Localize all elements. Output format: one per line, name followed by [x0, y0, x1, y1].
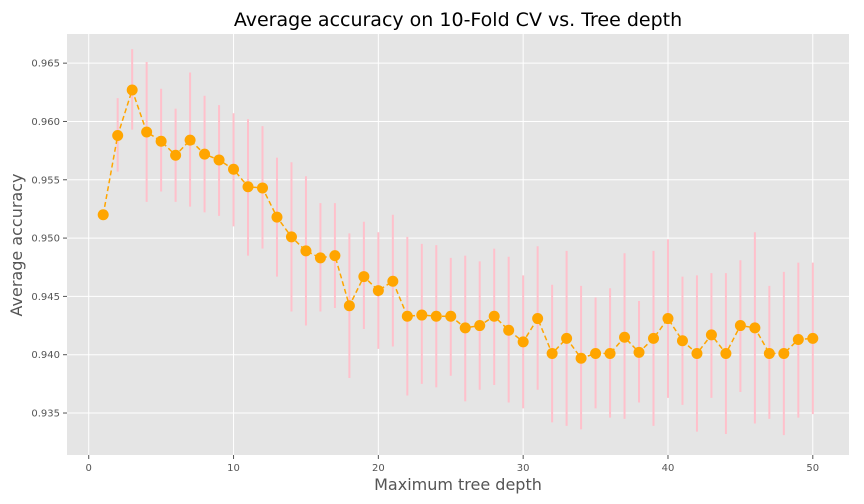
data-point [561, 332, 573, 344]
data-point [314, 252, 326, 264]
x-tick-label: 20 [372, 463, 385, 474]
data-point [503, 324, 515, 336]
data-point [662, 313, 674, 325]
y-axis-ticks: 0.935 0.940 0.945 0.950 0.955 0.960 0.965 [31, 59, 67, 420]
data-point [416, 309, 428, 321]
data-point [141, 126, 153, 138]
data-point [691, 348, 703, 360]
y-tick-label: 0.945 [31, 292, 60, 303]
x-tick-label: 50 [806, 463, 819, 474]
x-tick-label: 0 [86, 463, 92, 474]
y-tick-label: 0.955 [31, 175, 60, 186]
data-point [720, 348, 732, 360]
data-point [445, 310, 457, 322]
x-tick-label: 30 [517, 463, 530, 474]
data-point [285, 231, 297, 243]
data-point [532, 313, 544, 325]
data-point [792, 334, 804, 346]
data-point [257, 182, 268, 194]
y-tick-label: 0.935 [31, 409, 60, 420]
data-point [749, 322, 761, 334]
y-axis-label: Average accuracy [7, 174, 26, 317]
data-point [575, 352, 587, 364]
y-tick-label: 0.940 [31, 350, 60, 361]
data-point [112, 129, 124, 141]
data-point [300, 245, 312, 257]
data-point [633, 346, 645, 358]
data-point [372, 285, 384, 297]
data-point [763, 348, 775, 360]
y-tick-label: 0.965 [31, 59, 60, 70]
data-point [517, 336, 529, 348]
data-point [329, 250, 341, 262]
plot-area [67, 34, 849, 455]
data-point [648, 332, 659, 344]
data-point [401, 310, 413, 322]
data-point [271, 211, 283, 223]
data-point [604, 348, 616, 360]
data-point [488, 310, 500, 322]
y-tick-label: 0.960 [31, 117, 60, 128]
data-point [619, 331, 631, 343]
data-point [807, 332, 819, 344]
chart-title: Average accuracy on 10-Fold CV vs. Tree … [234, 9, 682, 31]
data-point [184, 134, 196, 146]
data-point [705, 329, 717, 341]
data-point [676, 335, 688, 347]
data-point [97, 209, 109, 221]
data-point [199, 148, 211, 160]
data-markers [97, 84, 819, 364]
data-point [213, 154, 225, 166]
data-point [430, 310, 442, 322]
x-axis-label: Maximum tree depth [374, 475, 542, 494]
data-point [387, 275, 399, 287]
data-point [343, 300, 355, 312]
data-point [459, 322, 471, 334]
data-point [126, 84, 138, 96]
data-point [358, 271, 370, 283]
data-point [228, 163, 240, 175]
x-axis-ticks: 0 10 20 30 40 50 [86, 455, 819, 474]
x-tick-label: 10 [227, 463, 240, 474]
data-point [546, 348, 558, 360]
data-point [242, 181, 254, 193]
data-point [590, 348, 602, 360]
y-tick-label: 0.950 [31, 234, 60, 245]
data-point [155, 135, 167, 147]
x-tick-label: 40 [662, 463, 675, 474]
data-point [170, 149, 182, 161]
data-point [778, 348, 790, 360]
data-point [474, 320, 486, 332]
data-point [734, 320, 746, 332]
